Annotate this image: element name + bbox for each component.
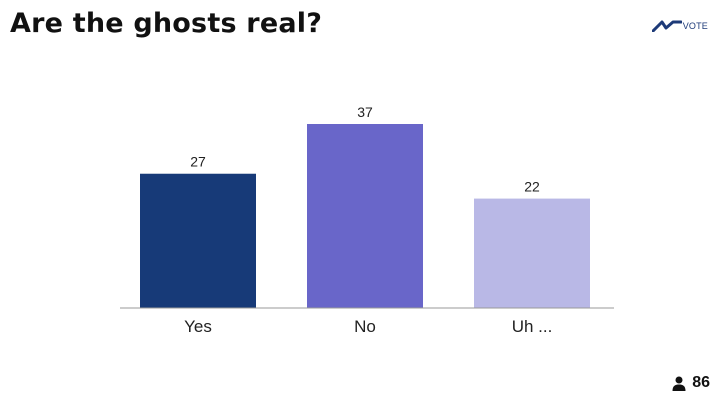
vote-logo-icon xyxy=(651,20,682,32)
person-icon xyxy=(672,376,686,391)
bar-1 xyxy=(307,124,423,308)
bar-value-label-0: 27 xyxy=(190,154,206,170)
bar-0 xyxy=(140,173,256,308)
brand-logo: VOTE xyxy=(651,20,708,32)
category-label-2: Uh ... xyxy=(512,317,553,336)
bar-value-label-2: 22 xyxy=(524,179,540,195)
category-label-1: No xyxy=(354,317,376,336)
bar-2 xyxy=(474,198,590,308)
bars-group xyxy=(140,124,590,308)
bar-value-label-1: 37 xyxy=(357,104,373,120)
labels-group: 27 Yes 37 No 22 Uh ... xyxy=(184,104,552,336)
participant-count: 86 xyxy=(672,374,710,392)
participant-count-value: 86 xyxy=(692,374,710,391)
poll-title: Are the ghosts real? xyxy=(10,8,323,39)
category-label-0: Yes xyxy=(184,317,212,336)
brand-text: VOTE xyxy=(682,21,708,31)
